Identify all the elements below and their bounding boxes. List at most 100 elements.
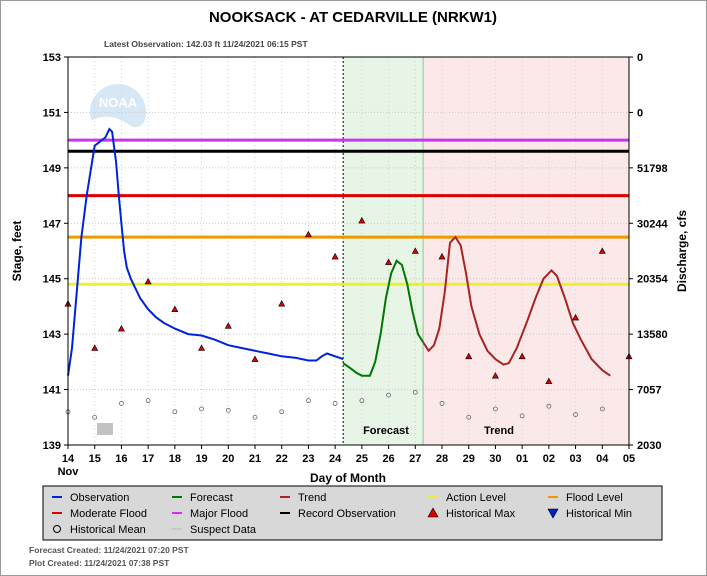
- historical-max-marker: [304, 230, 312, 238]
- y2-tick-label: 0: [637, 107, 643, 119]
- y2-tick-label: 7057: [637, 385, 661, 397]
- forecast-region: [343, 57, 424, 445]
- y2-tick-label: 30244: [637, 218, 668, 230]
- x-tick-label: 28: [436, 453, 448, 465]
- historical-max-marker: [91, 344, 99, 351]
- x-axis-label: Day of Month: [310, 471, 386, 485]
- historical-max-marker: [251, 355, 259, 362]
- x-tick-label: 21: [249, 453, 261, 465]
- x-tick-label: 30: [489, 453, 501, 465]
- historical-mean-marker: [119, 401, 124, 406]
- record-observation-legend-label: Record Observation: [298, 508, 396, 520]
- x-tick-label: 01: [516, 453, 528, 465]
- x-tick-label: 18: [169, 453, 181, 465]
- historical-max-marker: [358, 216, 366, 224]
- flood-level-legend-label: Flood Level: [566, 492, 623, 504]
- historical-max-marker: [278, 300, 286, 307]
- noaa-logo-text: NOAA: [99, 95, 138, 110]
- x-tick-label: 19: [195, 453, 207, 465]
- y-tick-label: 145: [43, 274, 61, 286]
- historical-max-marker: [518, 352, 526, 360]
- historical-mean-marker: [412, 389, 418, 395]
- month-label: Nov: [58, 466, 80, 478]
- historical-max-marker: [224, 322, 232, 329]
- trend-region-label: Trend: [484, 425, 514, 437]
- historical-mean-marker: [172, 409, 178, 415]
- plot-created: Plot Created: 11/24/2021 07:38 PST: [29, 558, 170, 568]
- data-series: [67, 127, 611, 377]
- suspect-data-box: [97, 423, 113, 435]
- trend-series: [422, 235, 611, 377]
- suspect-data-legend-label: Suspect Data: [190, 524, 257, 536]
- historical-max-marker: [491, 372, 499, 379]
- y2-tick-label: 0: [637, 52, 643, 64]
- historical-mean-marker: [199, 406, 204, 412]
- historical-max-marker: [144, 277, 152, 285]
- observation-legend-label: Observation: [70, 492, 129, 504]
- forecast-trend-regions: [342, 57, 630, 445]
- y2-tick-label: 51798: [637, 163, 668, 175]
- x-tick-label: 25: [356, 453, 368, 465]
- historical-mean-legend-label: Historical Mean: [70, 524, 146, 536]
- historical-max-marker: [117, 324, 125, 332]
- historical-mean-marker: [332, 401, 338, 406]
- historical-max-marker: [385, 258, 393, 265]
- historical-max-marker: [438, 252, 446, 260]
- historical-mean-marker: [439, 401, 445, 406]
- x-tick-label: 17: [142, 453, 154, 465]
- historical-max-marker: [171, 305, 179, 312]
- forecast-series: [342, 259, 425, 377]
- historical-max-legend-label: Historical Max: [446, 508, 516, 520]
- historical-max-marker: [411, 247, 419, 254]
- y-tick-label: 141: [43, 385, 61, 397]
- historical-mean-marker: [466, 414, 472, 420]
- y2-axis-label: Discharge, cfs: [675, 210, 689, 292]
- x-tick-label: 04: [596, 453, 609, 465]
- historical-max-marker: [545, 377, 553, 385]
- historical-mean-marker: [546, 403, 552, 409]
- x-tick-label: 15: [89, 453, 101, 465]
- noaa-logo: NOAA: [90, 84, 146, 141]
- historical-mean-marker: [279, 409, 285, 415]
- x-tick-label: 27: [409, 453, 421, 465]
- y2-tick-label: 2030: [637, 440, 661, 452]
- y-axis-label: Stage, feet: [10, 221, 24, 282]
- trend-legend-label: Trend: [298, 492, 326, 504]
- action-level-legend-label: Action Level: [446, 492, 506, 504]
- y2-tick-label: 20354: [637, 274, 668, 286]
- y-tick-label: 153: [43, 52, 61, 64]
- historical-mean-marker: [519, 413, 525, 419]
- forecast-created: Forecast Created: 11/24/2021 07:20 PST: [29, 545, 190, 555]
- legend: Observation Forecast Trend Action Level Floo…: [52, 492, 632, 536]
- x-tick-label: 16: [115, 453, 127, 465]
- x-tick-label: 05: [623, 453, 635, 465]
- historical-mean-marker: [92, 414, 98, 420]
- x-tick-label: 20: [222, 453, 234, 465]
- plot-border: [67, 56, 630, 446]
- x-tick-label: 26: [382, 453, 394, 465]
- y2-tick-label: 13580: [637, 329, 668, 341]
- y-tick-label: 143: [43, 329, 61, 341]
- threshold-lines: [68, 138, 629, 286]
- x-tick-label: 29: [463, 453, 475, 465]
- chart-title: NOOKSACK - AT CEDARVILLE (NRKW1): [209, 9, 497, 26]
- x-tick-label: 24: [329, 453, 342, 465]
- x-tick-label: 03: [569, 453, 581, 465]
- historical-mean-marker: [145, 398, 151, 404]
- historical-mean-marker: [493, 406, 498, 412]
- historical-mean-legend-swatch: [53, 525, 61, 533]
- historical-max-marker: [465, 352, 473, 360]
- forecast-legend-label: Forecast: [190, 492, 233, 504]
- y-tick-label: 147: [43, 218, 61, 230]
- historical-mean-marker: [386, 392, 391, 398]
- legend-box: [42, 485, 663, 541]
- latest-observation: Latest Observation: 142.03 ft 11/24/2021…: [104, 39, 308, 49]
- major-flood-legend-label: Major Flood: [190, 508, 248, 520]
- historical-max-marker: [572, 313, 580, 321]
- x-tick-label: 14: [62, 453, 75, 465]
- moderate-flood-legend-label: Moderate Flood: [70, 508, 147, 520]
- historical-min-legend-label: Historical Min: [566, 508, 632, 520]
- x-tick-label: 23: [302, 453, 314, 465]
- y-tick-label: 139: [43, 440, 61, 452]
